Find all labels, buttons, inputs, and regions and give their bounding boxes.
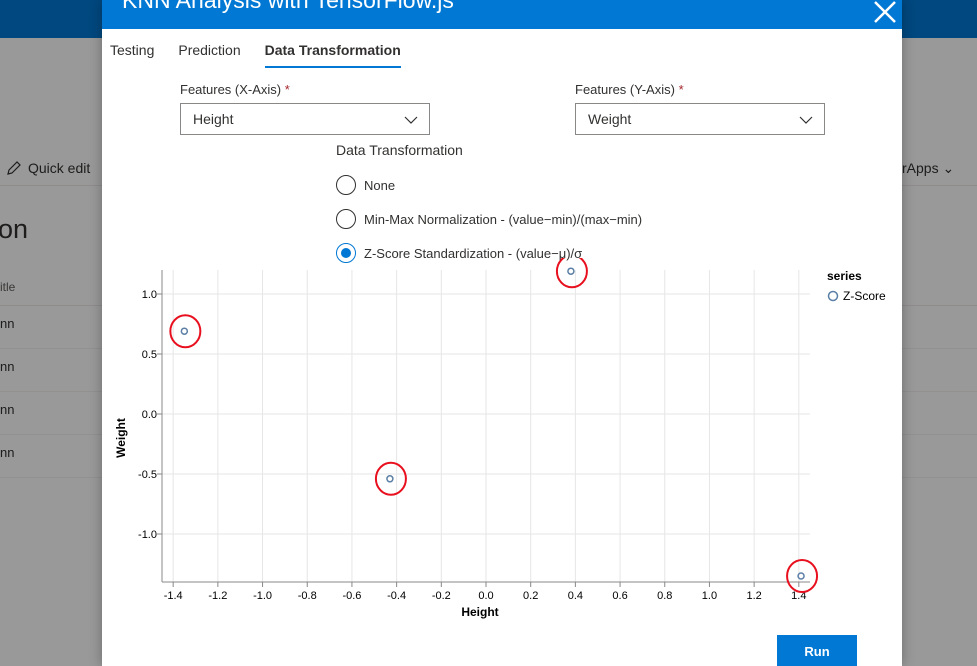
x-tick-label: 0.0: [478, 590, 493, 602]
y-feature-value: Weight: [588, 111, 632, 127]
radio-z-score[interactable]: Z-Score Standardization - (value−μ)/σ: [336, 243, 582, 263]
x-tick-label: 1.0: [702, 590, 717, 602]
data-point: [567, 267, 575, 275]
y-tick-label: -0.5: [138, 469, 157, 481]
quick-edit-label: Quick edit: [28, 160, 91, 176]
data-point: [797, 572, 805, 580]
data-point: [180, 327, 189, 335]
radio-min-max[interactable]: Min-Max Normalization - (value−min)/(max…: [336, 209, 642, 229]
legend-title: series: [827, 269, 862, 283]
list-row-text: nn: [0, 359, 15, 374]
y-feature-dropdown[interactable]: Weight: [575, 103, 825, 135]
x-tick-label: 1.4: [791, 590, 806, 602]
highlight-circle: [555, 258, 588, 289]
legend-label: Z-Score: [843, 289, 886, 303]
x-axis-title: Height: [461, 605, 498, 619]
data-point: [386, 475, 394, 483]
tab-data-transformation[interactable]: Data Transformation: [264, 40, 401, 68]
radio-none[interactable]: None: [336, 175, 395, 195]
radio-circle-checked[interactable]: [336, 243, 356, 263]
radio-label: Min-Max Normalization - (value−min)/(max…: [364, 211, 643, 227]
highlight-circle: [374, 461, 407, 496]
apps-menu[interactable]: rApps ⌄: [902, 160, 954, 177]
x-feature-label-text: Features (X-Axis): [180, 82, 282, 97]
tab-prediction[interactable]: Prediction: [178, 42, 241, 58]
list-row-text: nn: [0, 316, 15, 331]
highlight-circle: [169, 314, 202, 349]
radio-label: None: [364, 177, 396, 193]
legend-symbol: [827, 290, 839, 302]
radio-circle[interactable]: [336, 175, 356, 195]
x-tick-label: -1.4: [164, 590, 183, 602]
chevron-down-icon: [799, 116, 813, 124]
x-tick-label: 0.4: [568, 590, 583, 602]
x-feature-value: Height: [193, 111, 234, 127]
x-tick-label: 0.8: [657, 590, 672, 602]
chevron-down-icon: [404, 116, 418, 124]
x-tick-label: -0.2: [432, 590, 451, 602]
x-tick-label: -1.0: [253, 590, 272, 602]
y-feature-label-text: Features (Y-Axis): [575, 82, 675, 97]
pencil-icon: [7, 161, 21, 175]
y-tick-label: 1.0: [142, 289, 157, 301]
x-tick-label: 1.2: [746, 590, 761, 602]
scatter-chart: -1.4 -1.2 -1.0 -0.8 -0.6 -0.4 -0.2 0.0 0.2 0.4 0.6…: [114, 258, 886, 619]
transformation-label: Data Transformation: [336, 142, 463, 158]
knn-dialog: KNN Analysis with TensorFlow.js Testing …: [102, 0, 902, 666]
x-feature-dropdown[interactable]: Height: [180, 103, 430, 135]
chevron-down-icon: ⌄: [942, 160, 955, 176]
page-title: on: [0, 214, 29, 244]
x-feature-label: Features (X-Axis) *: [180, 82, 290, 97]
required-mark: *: [284, 82, 290, 97]
x-tick-label: -0.4: [387, 590, 406, 602]
highlight-circle: [786, 559, 819, 593]
y-tick-label: -1.0: [138, 529, 157, 541]
close-icon: [874, 1, 896, 23]
y-axis-title: Weight: [114, 418, 128, 458]
radio-label: Z-Score Standardization - (value−μ)/σ: [364, 245, 583, 261]
column-header-title: itle: [0, 280, 16, 294]
tab-testing[interactable]: Testing: [110, 42, 155, 58]
radio-circle[interactable]: [336, 209, 356, 229]
dialog-title: KNN Analysis with TensorFlow.js: [122, 0, 454, 13]
x-tick-label: 0.2: [523, 590, 538, 602]
x-tick-label: -0.8: [298, 590, 317, 602]
dialog-header: KNN Analysis with TensorFlow.js: [102, 0, 902, 29]
x-tick-label: -1.2: [208, 590, 227, 602]
x-tick-label: 0.6: [612, 590, 627, 602]
y-tick-label: 0.0: [142, 409, 157, 421]
required-mark: *: [678, 82, 684, 97]
y-feature-label: Features (Y-Axis) *: [575, 82, 684, 97]
run-button[interactable]: Run: [777, 635, 857, 666]
tab-bar: Testing Prediction Data Transformation: [110, 40, 425, 70]
list-row-text: nn: [0, 445, 15, 460]
apps-menu-label: rApps: [902, 160, 939, 176]
y-tick-label: 0.5: [142, 349, 157, 361]
close-button[interactable]: [870, 0, 900, 27]
quick-edit-button[interactable]: Quick edit: [6, 160, 90, 176]
x-tick-label: -0.6: [342, 590, 361, 602]
list-row-text: nn: [0, 402, 15, 417]
